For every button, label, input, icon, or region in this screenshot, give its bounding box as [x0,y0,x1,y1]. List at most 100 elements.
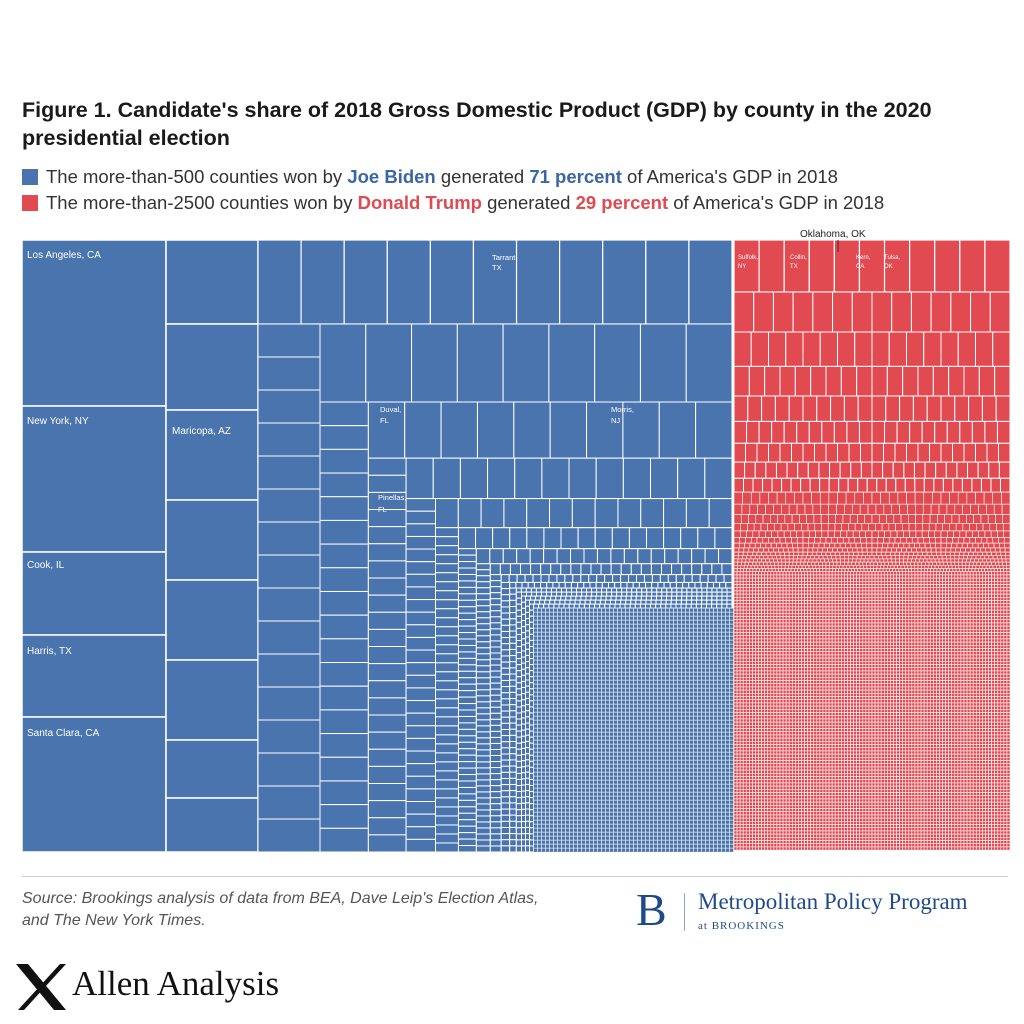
county-tile [802,395,818,422]
county-tile [709,635,714,641]
county-tile [685,811,690,817]
county-tile [540,587,547,593]
county-tile [721,643,726,649]
county-tile [405,813,437,828]
county-tile [709,799,714,805]
county-tile [565,799,570,805]
county-tile [661,791,666,797]
county-tile [713,687,718,693]
county-tile [641,631,646,637]
county-tile [581,615,586,621]
county-tile [475,773,491,781]
county-tile [565,763,570,769]
county-tile [653,643,658,649]
county-tile [1003,530,1010,538]
county-tile [581,659,586,665]
county-tile [940,537,948,544]
county-tile [693,771,698,777]
county-tile [701,663,706,669]
county-tile [801,523,809,532]
county-tile [863,568,868,573]
county-tile [509,612,517,620]
county-tile [515,658,522,666]
county-tile [435,554,459,565]
county-tile [717,707,722,713]
county-tile [771,530,779,538]
county-tile [701,631,706,637]
county-tile [637,843,642,849]
county-tile [657,639,662,645]
county-tile [669,815,674,821]
county-tile [565,831,570,837]
county-tile [709,783,714,789]
county-tile [725,787,730,793]
county-tile [709,763,714,769]
county-tile [629,811,634,817]
county-tile [867,558,873,563]
county-tile [693,615,698,621]
county-tile [565,695,570,701]
county-tile [593,671,598,677]
county-tile [586,401,624,459]
county-tile [621,683,626,689]
county-tile [846,530,854,538]
county-tile [457,703,477,711]
county-tile [632,581,640,589]
county-tile [709,823,714,829]
county-tile [804,503,814,515]
county-tile [593,679,598,685]
county-tile [553,743,558,749]
county-tile [533,819,538,825]
county-tile [545,731,550,737]
county-tile [625,819,630,825]
county-tile [677,827,682,833]
county-tile [975,537,982,544]
county-tile [837,547,843,553]
county-tile [541,827,546,833]
county-tile [978,558,983,563]
county-tile [892,568,897,573]
county-tile [681,787,686,793]
county-tile [533,735,538,741]
county-tile [677,803,682,809]
county-tile [633,783,638,789]
county-tile [969,537,976,544]
county-tile [537,799,542,805]
county-tile [793,551,799,557]
county-tile [661,647,666,653]
county-tile [828,491,838,505]
county-tile [475,827,491,835]
county-tile [457,612,477,621]
county-tile [637,635,642,641]
county-tile [649,707,654,713]
county-tile [435,626,459,637]
county-tile [529,736,535,744]
county-tile [500,704,511,712]
county-tile [761,558,766,563]
county-tile [985,565,990,569]
county-tile [489,548,504,565]
county-tile [581,611,586,617]
county-tile [673,719,678,725]
county-tile [917,551,923,557]
county-tile [689,615,694,621]
county-tile [701,803,706,809]
county-tile [520,632,527,640]
county-tile [613,759,618,765]
county-tile [689,823,694,829]
county-tile [802,547,809,553]
county-tile [930,291,952,333]
county-tile [665,835,670,841]
county-tile [557,643,562,649]
county-tile [629,639,634,645]
county-tile [633,847,638,852]
county-tile [561,695,566,701]
county-tile [405,662,437,676]
county-tile [515,633,522,641]
county-tile [839,551,845,557]
county-tile [665,743,670,749]
county-tile [645,735,650,741]
county-tile [569,667,574,673]
county-tile [721,839,726,845]
county-tile [717,639,722,645]
